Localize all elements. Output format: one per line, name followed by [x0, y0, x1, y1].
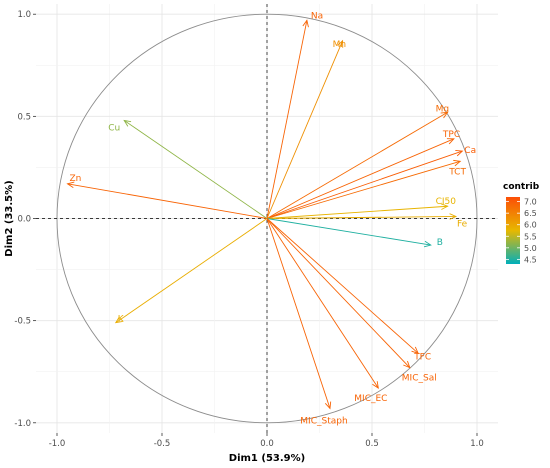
arrow-tpc: [266, 138, 455, 219]
arrow-cu: [123, 120, 268, 219]
arrow-b: [266, 218, 431, 246]
arrow-ci50: [266, 205, 448, 219]
y-tick-label: 1.0: [17, 10, 31, 20]
legend-tick-label: 6.5: [524, 209, 537, 218]
legend-ticks: 7.0 6.5 6.0 5.5 5.0 4.5: [506, 198, 537, 264]
arrow-mic_staph: [266, 218, 331, 409]
label-b: B: [437, 238, 443, 248]
arrow-zn: [67, 183, 268, 219]
arrow-tct: [266, 160, 461, 219]
y-tick-label: 0.0: [17, 215, 31, 225]
legend-tick-label: 4.5: [524, 255, 537, 264]
x-axis-title: Dim1 (53.9%): [229, 453, 305, 464]
arrow-ca: [266, 150, 463, 219]
legend-tick-label: 5.5: [524, 232, 537, 241]
y-tick-label: -0.5: [14, 317, 31, 327]
arrowhead-zn: [66, 181, 75, 189]
arrowhead-b: [423, 240, 432, 248]
label-mn: Mn: [333, 40, 346, 50]
legend-title: contrib: [503, 182, 540, 192]
label-mic_sal: MIC_Sal: [402, 374, 437, 384]
legend-tick-label: 7.0: [524, 198, 537, 207]
label-tpc: TPC: [442, 130, 460, 140]
arrowhead-tpc: [446, 138, 455, 145]
y-axis-ticks: -1.0 -0.5 0.0 0.5 1.0: [14, 10, 36, 429]
variable-arrows: [66, 19, 464, 410]
legend-colorbar: [506, 197, 520, 264]
contrib-legend: contrib 7.0 6.5 6.0 5.5 5.0 4.5: [503, 182, 540, 264]
x-axis-ticks: -1.0 -0.5 0.0 0.5 1.0: [49, 433, 484, 449]
label-ca: Ca: [464, 146, 476, 156]
legend-tick-label: 5.0: [524, 244, 537, 253]
arrowhead-fe: [449, 213, 458, 220]
arrowhead-mg: [440, 111, 449, 119]
arrowhead-tct: [453, 159, 462, 167]
legend-tick-label: 6.0: [524, 221, 537, 230]
label-mic_staph: MIC_Staph: [300, 416, 347, 426]
x-tick-label: 1.0: [470, 439, 484, 449]
arrow-mn: [266, 40, 344, 219]
arrow-na: [266, 20, 308, 219]
arrowhead-cu: [123, 119, 132, 127]
label-ci50: CI50: [436, 197, 457, 207]
label-tct: TCT: [448, 167, 466, 177]
arrowhead-ci50: [440, 203, 449, 210]
x-tick-label: -0.5: [154, 439, 171, 449]
arrowhead-tfc: [411, 346, 420, 355]
x-tick-label: -1.0: [49, 439, 66, 449]
arrowhead-k: [114, 316, 123, 324]
label-fe: Fe: [457, 219, 468, 229]
arrowhead-na: [302, 19, 309, 28]
arrowhead-ca: [455, 150, 464, 157]
arrowhead-mic_sal: [403, 360, 411, 369]
arrow-k: [115, 218, 268, 324]
y-axis-title: Dim2 (33.5%): [4, 180, 15, 256]
y-tick-label: 0.5: [17, 112, 31, 122]
label-zn: Zn: [70, 174, 82, 184]
arrow-mg: [266, 111, 448, 219]
label-mic_ec: MIC_EC: [354, 394, 387, 404]
x-tick-label: 0.0: [260, 439, 274, 449]
label-tfc: TFC: [413, 352, 431, 362]
label-na: Na: [311, 11, 323, 21]
x-tick-label: 0.5: [365, 439, 379, 449]
label-mg: Mg: [436, 104, 449, 114]
label-k: K: [118, 315, 125, 325]
arrow-fe: [266, 216, 457, 219]
variable-labels: Na Mn Cu Zn Mg TPC Ca TCT CI50 Fe B K TFC MIC_Sal MIC_…: [70, 11, 477, 426]
label-cu: Cu: [108, 123, 120, 133]
arrowhead-mic_ec: [372, 381, 379, 389]
arrowhead-mic_staph: [324, 401, 332, 410]
arrow-mic_sal: [266, 218, 411, 368]
arrow-tfc: [266, 218, 419, 354]
arrow-mic_ec: [266, 218, 379, 389]
y-tick-label: -1.0: [14, 419, 31, 429]
arrowhead-mn: [337, 39, 344, 48]
